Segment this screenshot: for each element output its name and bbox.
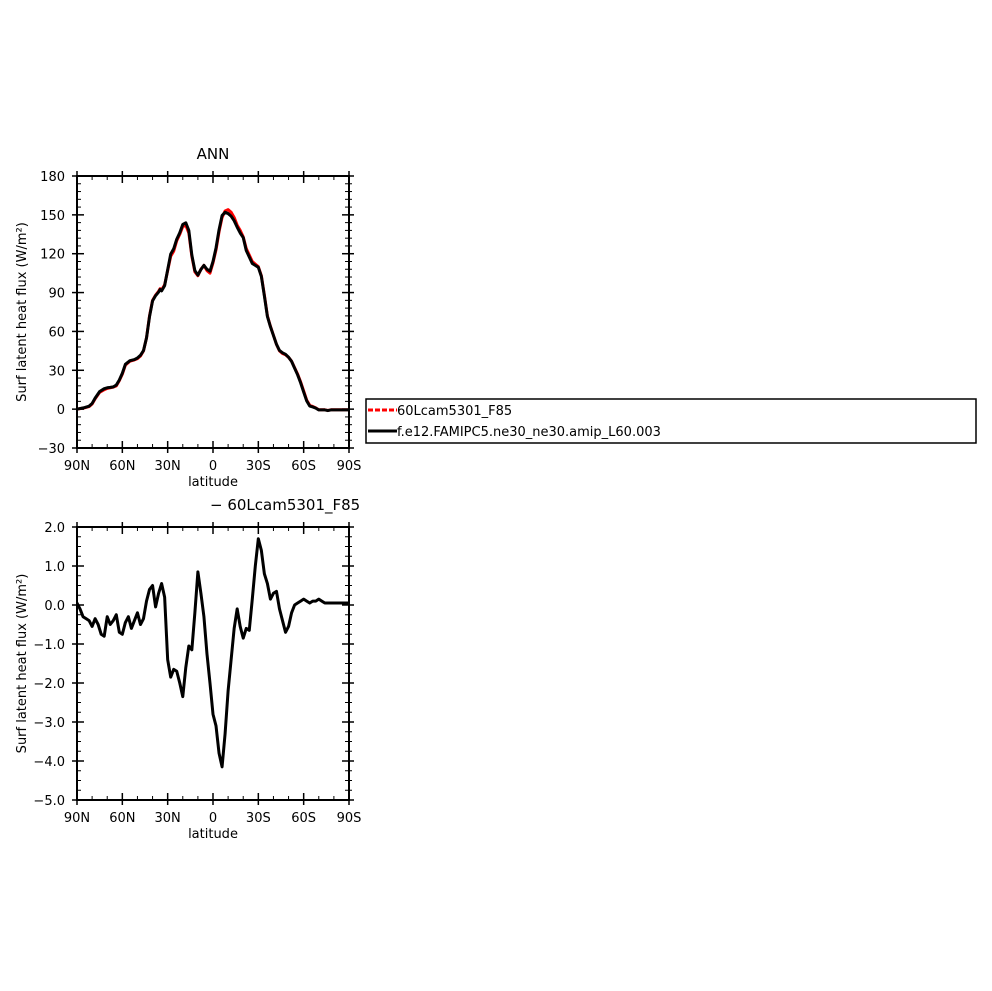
y-tick-label: −30 bbox=[38, 442, 65, 457]
y-tick-label: 180 bbox=[40, 170, 65, 185]
legend-box bbox=[365, 398, 977, 444]
y-tick-label: 0 bbox=[57, 403, 65, 418]
x-axis-title: latitude bbox=[188, 827, 238, 842]
x-tick-label: 0 bbox=[209, 459, 217, 474]
x-tick-label: 30S bbox=[246, 459, 271, 474]
x-tick-label: 90N bbox=[64, 459, 90, 474]
y-tick-label: 2.0 bbox=[44, 521, 65, 536]
chart-panel-2: −5.0 −4.0 −3.0 −2.0 −1.0 0.0 1.0 2.0 90N 60N 30N 0 3… bbox=[15, 496, 361, 842]
x-tick-label: 60S bbox=[291, 811, 316, 826]
x-tick-label: 90N bbox=[64, 811, 90, 826]
y-tick-label: 60 bbox=[48, 325, 65, 340]
x-tick-label: 0 bbox=[209, 811, 217, 826]
y-tick-label: 30 bbox=[48, 364, 65, 379]
y-tick-label: −5.0 bbox=[33, 794, 65, 809]
x-tick-label: 60N bbox=[109, 811, 135, 826]
plot-frame bbox=[76, 526, 350, 801]
x-tick-label: 60N bbox=[109, 459, 135, 474]
y-tick-label: 1.0 bbox=[44, 560, 65, 575]
y-tick-label: −4.0 bbox=[33, 755, 65, 770]
series-group bbox=[77, 208, 349, 413]
x-tick-label: 90S bbox=[337, 459, 362, 474]
series-group bbox=[77, 537, 349, 769]
legend-label-2: f.e12.FAMIPC5.ne30_ne30.amip_L60.003 bbox=[397, 425, 661, 440]
chart-title: ANN bbox=[197, 145, 230, 163]
y-tick-label: −1.0 bbox=[33, 638, 65, 653]
series-line-1 bbox=[77, 537, 349, 769]
x-tick-label: 30S bbox=[246, 811, 271, 826]
x-tick-label: 60S bbox=[291, 459, 316, 474]
x-tick-label: 30N bbox=[155, 459, 181, 474]
legend: 60Lcam5301_F85 f.e12.FAMIPC5.ne30_ne30.am… bbox=[365, 398, 977, 444]
chart-title: − 60Lcam5301_F85 bbox=[210, 496, 360, 515]
y-tick-label: 90 bbox=[48, 287, 65, 302]
y-axis-title: Surf latent heat flux (W/m²) bbox=[15, 222, 30, 402]
series-line-2 bbox=[77, 210, 349, 413]
y-axis-title: Surf latent heat flux (W/m²) bbox=[15, 574, 30, 754]
x-axis-title: latitude bbox=[188, 475, 238, 490]
y-tick-label: 150 bbox=[40, 209, 65, 224]
y-tick-label: 0.0 bbox=[44, 599, 65, 614]
x-tick-label: 30N bbox=[155, 811, 181, 826]
chart-panel-1: −30 0 30 60 90 120 150 180 90N 60N 30N 0 30S 60S 90S la… bbox=[15, 145, 361, 490]
x-tick-label: 90S bbox=[337, 811, 362, 826]
legend-label-1: 60Lcam5301_F85 bbox=[397, 404, 512, 419]
plot-frame bbox=[76, 175, 350, 449]
y-tick-label: 120 bbox=[40, 248, 65, 263]
y-tick-label: −2.0 bbox=[33, 677, 65, 692]
y-tick-label: −3.0 bbox=[33, 716, 65, 731]
